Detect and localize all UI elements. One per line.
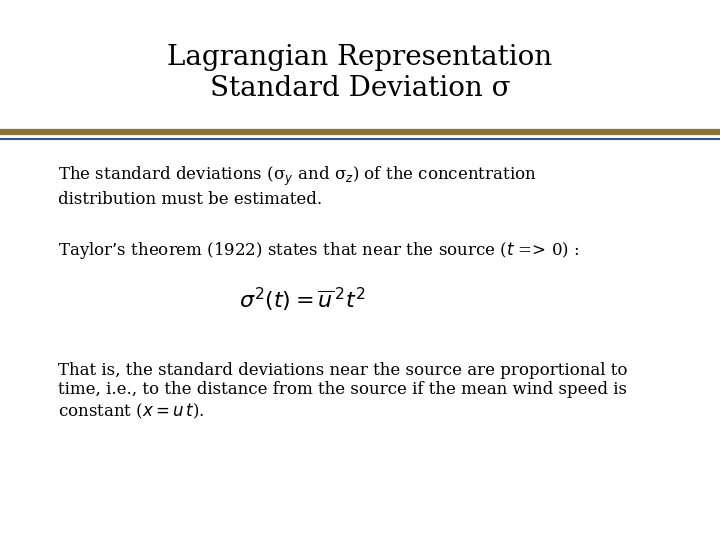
Text: That is, the standard deviations near the source are proportional to
time, i.e.,: That is, the standard deviations near th… <box>58 362 627 421</box>
Text: Lagrangian Representation
Standard Deviation σ: Lagrangian Representation Standard Devia… <box>168 44 552 102</box>
Text: Taylor’s theorem (1922) states that near the source ($t$ => 0) :: Taylor’s theorem (1922) states that near… <box>58 240 579 261</box>
Text: The standard deviations (σ$_{y}$ and σ$_{z}$) of the concentration
distribution : The standard deviations (σ$_{y}$ and σ$_… <box>58 165 536 207</box>
Text: $\sigma^2(t)=\overline{u}^{\,2}t^2$: $\sigma^2(t)=\overline{u}^{\,2}t^2$ <box>239 286 366 314</box>
